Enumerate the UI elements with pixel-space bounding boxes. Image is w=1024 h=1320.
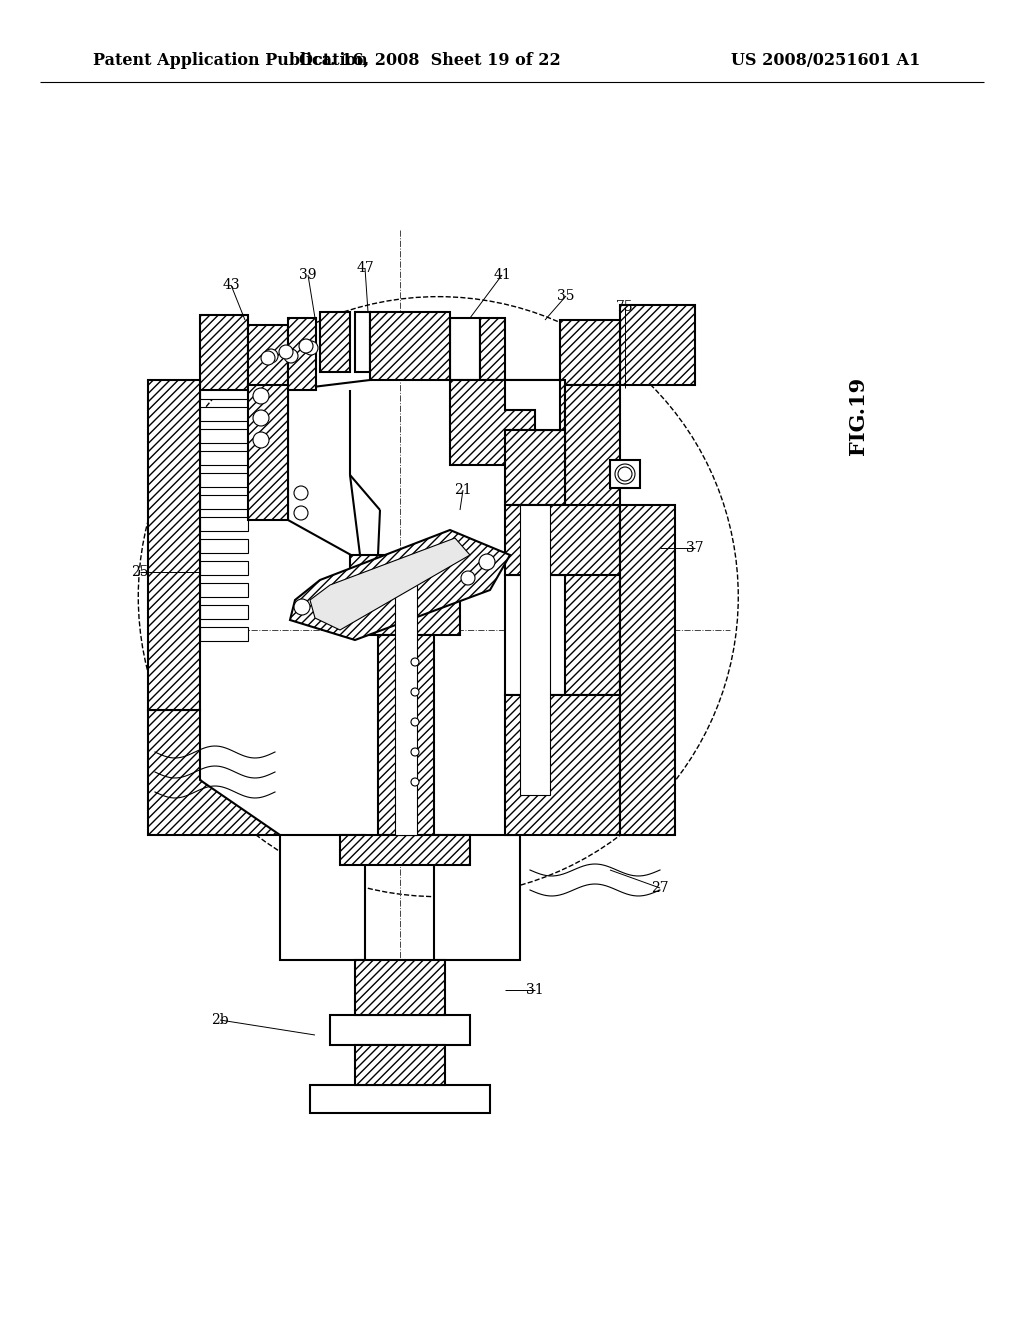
Text: 2b: 2b bbox=[211, 1012, 228, 1027]
Circle shape bbox=[615, 465, 635, 484]
Circle shape bbox=[294, 506, 308, 520]
Bar bbox=[378, 635, 434, 836]
Circle shape bbox=[253, 411, 269, 426]
Bar bbox=[355, 960, 445, 1015]
Circle shape bbox=[411, 657, 419, 667]
Polygon shape bbox=[148, 710, 280, 836]
Bar bbox=[200, 495, 248, 510]
Bar bbox=[330, 1015, 470, 1045]
Text: 25: 25 bbox=[131, 565, 148, 579]
Bar bbox=[434, 836, 520, 960]
Text: 39: 39 bbox=[299, 268, 316, 282]
Bar bbox=[505, 576, 620, 696]
Circle shape bbox=[261, 351, 275, 366]
Bar bbox=[370, 312, 450, 380]
Text: US 2008/0251601 A1: US 2008/0251601 A1 bbox=[731, 51, 920, 69]
Bar bbox=[620, 305, 695, 385]
Circle shape bbox=[294, 486, 308, 500]
Bar bbox=[200, 315, 248, 389]
Bar bbox=[395, 560, 417, 836]
Circle shape bbox=[264, 348, 278, 363]
Bar bbox=[350, 554, 460, 635]
Text: 75: 75 bbox=[616, 300, 634, 314]
Bar bbox=[355, 1045, 445, 1085]
Bar bbox=[505, 696, 620, 836]
Bar bbox=[355, 312, 370, 372]
Bar bbox=[200, 627, 248, 642]
Text: 41: 41 bbox=[494, 268, 511, 282]
Text: Oct. 16, 2008  Sheet 19 of 22: Oct. 16, 2008 Sheet 19 of 22 bbox=[299, 51, 561, 69]
Bar bbox=[505, 430, 565, 506]
Bar bbox=[200, 429, 248, 444]
Bar bbox=[565, 385, 620, 696]
Circle shape bbox=[461, 572, 475, 585]
Circle shape bbox=[284, 348, 298, 363]
Circle shape bbox=[479, 554, 495, 570]
Circle shape bbox=[411, 688, 419, 696]
Circle shape bbox=[294, 599, 310, 615]
Circle shape bbox=[253, 388, 269, 404]
Bar bbox=[610, 459, 640, 488]
Bar bbox=[200, 561, 248, 576]
Polygon shape bbox=[290, 531, 510, 640]
Bar bbox=[319, 312, 350, 372]
Bar bbox=[148, 380, 200, 710]
Circle shape bbox=[299, 339, 313, 352]
Bar bbox=[560, 319, 620, 385]
Polygon shape bbox=[310, 539, 470, 630]
Circle shape bbox=[618, 467, 632, 480]
Text: Patent Application Publication: Patent Application Publication bbox=[93, 51, 368, 69]
Bar bbox=[280, 836, 365, 960]
Circle shape bbox=[253, 432, 269, 447]
Bar bbox=[200, 583, 248, 597]
Text: 31: 31 bbox=[526, 983, 544, 997]
Bar bbox=[200, 407, 248, 421]
Circle shape bbox=[480, 554, 494, 569]
Bar bbox=[450, 318, 480, 380]
Bar bbox=[310, 1085, 490, 1113]
Bar bbox=[480, 318, 505, 380]
Bar bbox=[200, 473, 248, 487]
Text: 37: 37 bbox=[686, 541, 703, 554]
Text: 35: 35 bbox=[557, 289, 574, 304]
Bar bbox=[200, 539, 248, 553]
Polygon shape bbox=[450, 380, 565, 465]
Bar bbox=[505, 506, 620, 576]
Bar bbox=[288, 318, 316, 389]
Bar bbox=[340, 836, 470, 865]
Bar bbox=[200, 605, 248, 619]
Text: FIG.19: FIG.19 bbox=[848, 376, 868, 455]
Bar bbox=[248, 385, 288, 520]
Bar bbox=[200, 451, 248, 465]
Text: 43: 43 bbox=[222, 279, 240, 292]
Bar bbox=[200, 385, 248, 399]
Text: 47: 47 bbox=[356, 261, 374, 275]
Circle shape bbox=[304, 341, 318, 355]
Bar bbox=[248, 325, 288, 389]
Text: 21: 21 bbox=[455, 483, 472, 498]
Bar bbox=[520, 506, 550, 795]
Polygon shape bbox=[505, 380, 560, 430]
Circle shape bbox=[411, 718, 419, 726]
Circle shape bbox=[411, 748, 419, 756]
Circle shape bbox=[411, 777, 419, 785]
Bar bbox=[200, 517, 248, 531]
Text: 27: 27 bbox=[651, 880, 669, 895]
Circle shape bbox=[279, 345, 293, 359]
Bar bbox=[620, 506, 675, 836]
